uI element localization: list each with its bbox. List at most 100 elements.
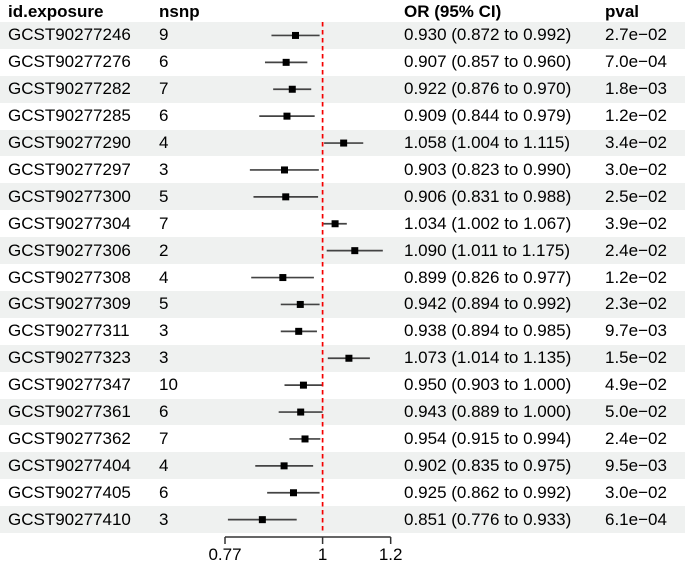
table-row: GCST90277276 6 0.907 (0.857 to 0.960) 7.0e−…: [0, 49, 685, 76]
table-row: GCST90277304 7 1.034 (1.002 to 1.067) 3.9e−…: [0, 210, 685, 237]
row-pval: 2.4e−02: [605, 240, 667, 260]
row-or-ci: 0.943 (0.889 to 1.000): [404, 402, 572, 422]
row-nsnp: 3: [159, 509, 169, 529]
row-id-exposure: GCST90277285: [8, 106, 131, 126]
table-row: GCST90277361 6 0.943 (0.889 to 1.000) 5.0e−…: [0, 398, 685, 426]
table-row: GCST90277405 6 0.925 (0.862 to 0.992) 3.0e−…: [0, 479, 685, 506]
row-id-exposure: GCST90277405: [8, 482, 131, 502]
col-header-or-ci: OR (95% CI): [404, 2, 502, 21]
row-nsnp: 3: [159, 159, 169, 179]
table-row: GCST90277297 3 0.903 (0.823 to 0.990) 3.0e−…: [0, 157, 685, 184]
row-pval: 4.9e−02: [605, 375, 667, 395]
row-nsnp: 2: [159, 240, 169, 260]
row-pval: 9.5e−03: [605, 455, 667, 475]
row-or-ci: 1.034 (1.002 to 1.067): [404, 213, 572, 233]
row-pval: 3.9e−02: [605, 213, 667, 233]
row-nsnp: 5: [159, 186, 169, 206]
row-nsnp: 4: [159, 133, 169, 153]
row-id-exposure: GCST90277304: [8, 213, 131, 233]
table-row: GCST90277282 7 0.922 (0.876 to 0.970) 1.8e−…: [0, 75, 685, 103]
row-nsnp: 7: [159, 213, 169, 233]
row-nsnp: 7: [159, 79, 169, 99]
row-pval: 1.2e−02: [605, 106, 667, 126]
row-id-exposure: GCST90277308: [8, 267, 131, 287]
row-pval: 9.7e−03: [605, 321, 667, 341]
row-or-ci: 0.950 (0.903 to 1.000): [404, 375, 572, 395]
row-or-ci: 0.906 (0.831 to 0.988): [404, 186, 572, 206]
row-id-exposure: GCST90277246: [8, 25, 131, 45]
row-pval: 3.0e−02: [605, 159, 667, 179]
row-pval: 2.5e−02: [605, 186, 667, 206]
row-or-ci: 0.902 (0.835 to 0.975): [404, 455, 572, 475]
row-pval: 7.0e−04: [605, 52, 667, 72]
row-or-ci: 0.942 (0.894 to 0.992): [404, 294, 572, 314]
x-axis-tick-label: 0.77: [208, 545, 242, 564]
row-pval: 3.4e−02: [605, 133, 667, 153]
row-id-exposure: GCST90277323: [8, 348, 131, 368]
row-or-ci: 0.909 (0.844 to 0.979): [404, 106, 572, 126]
table-row: GCST90277311 3 0.938 (0.894 to 0.985) 9.7e−…: [0, 318, 685, 345]
x-axis-tick-label: 1.2: [378, 545, 403, 564]
row-pval: 2.3e−02: [605, 294, 667, 314]
row-nsnp: 5: [159, 294, 169, 314]
row-or-ci: 1.073 (1.014 to 1.135): [404, 348, 572, 368]
table-row: GCST90277309 5 0.942 (0.894 to 0.992) 2.3e−…: [0, 291, 685, 318]
row-id-exposure: GCST90277404: [8, 455, 131, 475]
row-pval: 6.1e−04: [605, 509, 667, 529]
row-id-exposure: GCST90277311: [8, 321, 130, 341]
table-row: GCST90277290 4 1.058 (1.004 to 1.115) 3.4e−…: [0, 129, 685, 157]
row-pval: 1.2e−02: [605, 267, 667, 287]
table-row: GCST90277300 5 0.906 (0.831 to 0.988) 2.5e−…: [0, 183, 685, 211]
row-nsnp: 3: [159, 321, 169, 341]
row-or-ci: 0.899 (0.826 to 0.977): [404, 267, 572, 287]
table-row: GCST90277246 9 0.930 (0.872 to 0.992) 2.7e−…: [0, 22, 685, 49]
row-id-exposure: GCST90277362: [8, 428, 131, 448]
row-id-exposure: GCST90277410: [8, 509, 131, 529]
row-nsnp: 9: [159, 25, 169, 45]
row-id-exposure: GCST90277290: [8, 133, 131, 153]
row-or-ci: 0.938 (0.894 to 0.985): [404, 321, 572, 341]
row-or-ci: 0.922 (0.876 to 0.970): [404, 79, 572, 99]
row-pval: 1.8e−03: [605, 79, 667, 99]
row-or-ci: 0.954 (0.915 to 0.994): [404, 428, 572, 448]
row-id-exposure: GCST90277306: [8, 240, 131, 260]
row-id-exposure: GCST90277276: [8, 52, 131, 72]
col-header-id-exposure: id.exposure: [8, 2, 104, 21]
row-nsnp: 10: [159, 375, 178, 395]
table-row: GCST90277306 2 1.090 (1.011 to 1.175) 2.4e−…: [0, 237, 685, 265]
table-row: GCST90277308 4 0.899 (0.826 to 0.977) 1.2e−…: [0, 264, 685, 291]
row-nsnp: 4: [159, 455, 169, 475]
x-axis-tick-label: 1: [317, 545, 328, 564]
row-or-ci: 0.903 (0.823 to 0.990): [404, 159, 572, 179]
row-pval: 5.0e−02: [605, 402, 667, 422]
row-nsnp: 4: [159, 267, 169, 287]
row-nsnp: 7: [159, 428, 169, 448]
row-pval: 3.0e−02: [605, 482, 667, 502]
row-or-ci: 1.058 (1.004 to 1.115): [404, 133, 571, 153]
row-or-ci: 0.925 (0.862 to 0.992): [404, 482, 572, 502]
row-nsnp: 6: [159, 106, 169, 126]
row-or-ci: 0.907 (0.857 to 0.960): [404, 52, 572, 72]
row-or-ci: 0.930 (0.872 to 0.992): [404, 25, 572, 45]
row-pval: 1.5e−02: [605, 348, 667, 368]
table-row: GCST90277410 3 0.851 (0.776 to 0.933) 6.1e−…: [0, 506, 685, 534]
row-id-exposure: GCST90277309: [8, 294, 131, 314]
table-row: GCST90277347 10 0.950 (0.903 to 1.000) 4.9e…: [0, 372, 685, 399]
col-header-nsnp: nsnp: [159, 2, 200, 21]
row-nsnp: 6: [159, 52, 169, 72]
row-nsnp: 3: [159, 348, 169, 368]
row-pval: 2.7e−02: [605, 25, 667, 45]
col-header-pval: pval: [605, 2, 640, 21]
row-nsnp: 6: [159, 482, 169, 502]
table-row: GCST90277404 4 0.902 (0.835 to 0.975) 9.5e−…: [0, 452, 685, 480]
table-row: GCST90277323 3 1.073 (1.014 to 1.135) 1.5e−…: [0, 344, 685, 372]
table-row: GCST90277362 7 0.954 (0.915 to 0.994) 2.4e−…: [0, 426, 685, 453]
row-id-exposure: GCST90277361: [8, 402, 131, 422]
row-nsnp: 6: [159, 402, 169, 422]
row-id-exposure: GCST90277297: [8, 159, 131, 179]
row-id-exposure: GCST90277300: [8, 186, 131, 206]
table-row: GCST90277285 6 0.909 (0.844 to 0.979) 1.2e−…: [0, 103, 685, 130]
row-or-ci: 0.851 (0.776 to 0.933): [404, 509, 572, 529]
row-or-ci: 1.090 (1.011 to 1.175): [404, 240, 571, 260]
